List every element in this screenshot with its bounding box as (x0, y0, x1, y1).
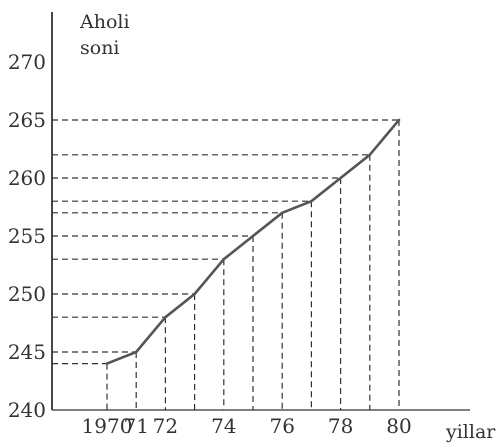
x-tick-label: 78 (328, 414, 353, 438)
x-tick-label: 72 (153, 414, 178, 438)
y-axis-title-line-2: soni (80, 37, 120, 59)
y-tick-label: 245 (8, 340, 46, 364)
x-axis-title: yillar (445, 421, 496, 443)
y-tick-label: 255 (8, 224, 46, 248)
y-tick-label: 260 (8, 166, 46, 190)
population-series-line (105, 118, 401, 365)
dashed-guide-lines (52, 119, 400, 410)
y-tick-label: 240 (8, 398, 46, 422)
x-tick-label: 71 (123, 414, 148, 438)
x-tick-label: 1970 (82, 414, 133, 438)
y-tick-labels: 240 245 250 255 260 265 270 (8, 50, 46, 422)
y-tick-label: 250 (8, 282, 46, 306)
x-tick-label: 80 (386, 414, 411, 438)
y-tick-label: 270 (8, 50, 46, 74)
x-tick-label: 74 (211, 414, 236, 438)
y-axis-title-line-1: Aholi (79, 11, 130, 33)
y-tick-label: 265 (8, 108, 46, 132)
x-tick-label: 76 (269, 414, 294, 438)
